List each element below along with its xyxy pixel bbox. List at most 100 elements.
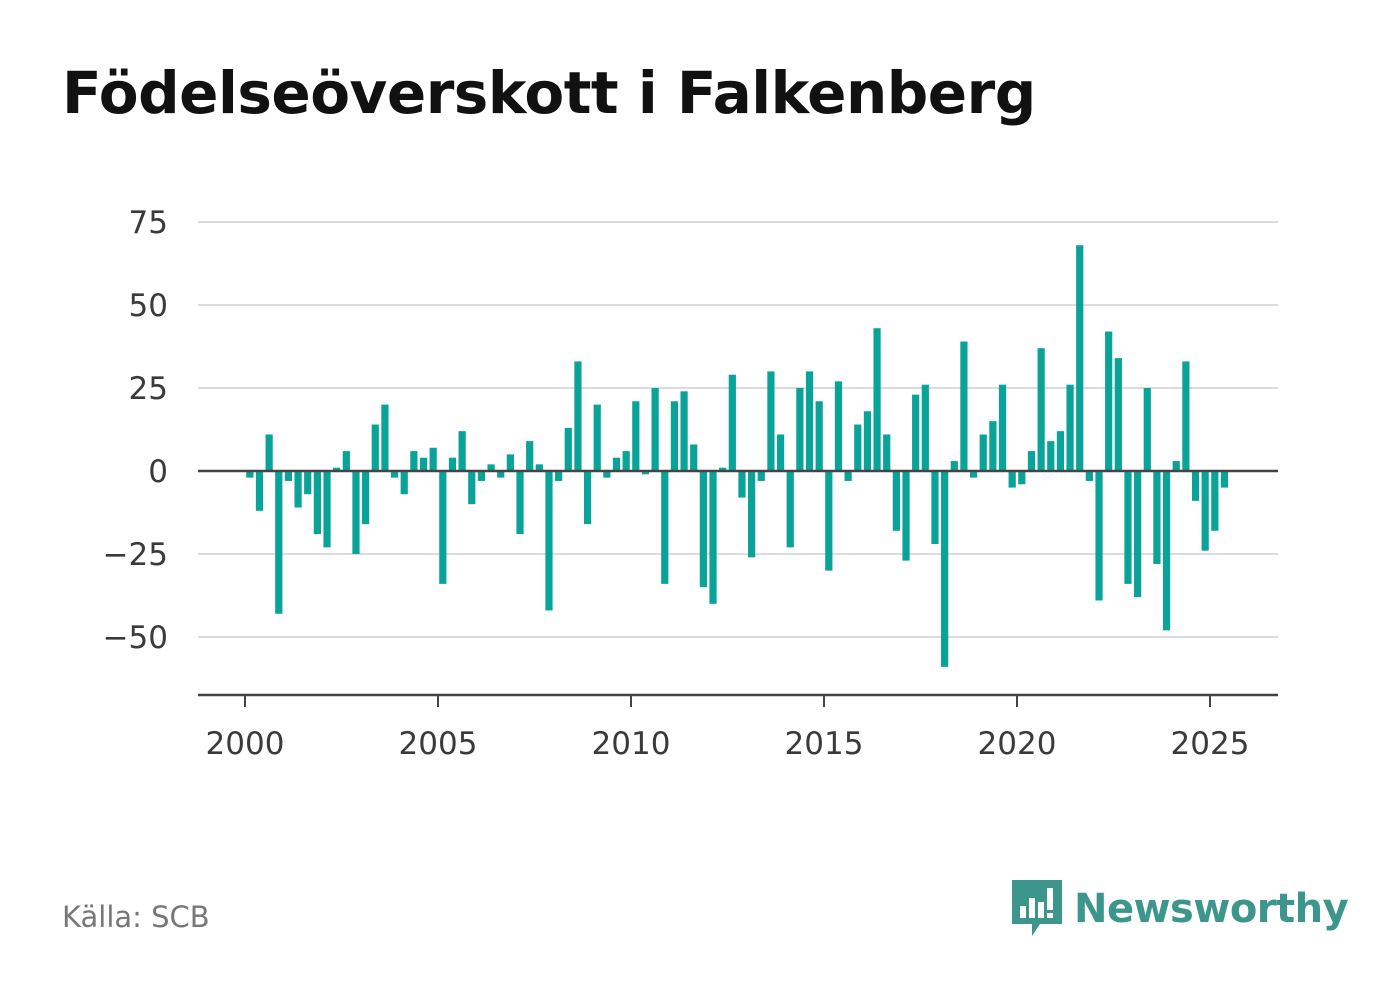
bar bbox=[333, 467, 341, 471]
bar bbox=[641, 471, 650, 475]
axes bbox=[198, 469, 1278, 697]
bar bbox=[1211, 471, 1219, 531]
bar bbox=[448, 457, 457, 471]
bar bbox=[294, 471, 302, 508]
bar bbox=[622, 451, 630, 471]
bar bbox=[1124, 471, 1132, 584]
x-tick-label: 2015 bbox=[785, 726, 864, 762]
bar bbox=[815, 401, 823, 471]
bar bbox=[1105, 331, 1113, 471]
chart-title: Födelseöverskott i Falkenberg bbox=[62, 59, 1036, 127]
bar bbox=[921, 384, 929, 471]
bar bbox=[805, 371, 814, 471]
bar bbox=[960, 341, 968, 471]
bar bbox=[1085, 471, 1093, 481]
bar bbox=[516, 471, 524, 535]
bar bbox=[979, 434, 987, 471]
bar bbox=[699, 471, 707, 588]
bar bbox=[757, 471, 765, 481]
newsworthy-logo-icon bbox=[1012, 880, 1062, 936]
bar bbox=[1153, 471, 1161, 564]
bar bbox=[863, 411, 872, 471]
grid-lines bbox=[198, 221, 1278, 638]
bar bbox=[1182, 361, 1190, 471]
x-tick-labels: 2000 2005 2010 2015 2020 2025 bbox=[206, 695, 1250, 762]
source-note: Källa: SCB bbox=[62, 900, 210, 934]
bar bbox=[1056, 431, 1065, 471]
bar bbox=[883, 434, 891, 471]
bar bbox=[468, 471, 476, 505]
bar bbox=[825, 471, 833, 571]
bars bbox=[246, 245, 1229, 667]
bar bbox=[912, 394, 920, 471]
bar bbox=[342, 451, 350, 471]
bar bbox=[719, 467, 727, 471]
bar bbox=[284, 471, 293, 481]
bar bbox=[632, 401, 640, 471]
bar bbox=[390, 471, 399, 478]
bar bbox=[487, 464, 495, 471]
y-tick-label: 75 bbox=[129, 205, 168, 241]
bar bbox=[989, 421, 997, 471]
bar bbox=[1143, 388, 1151, 471]
bar bbox=[304, 471, 312, 495]
bar bbox=[728, 374, 736, 471]
bar bbox=[1114, 358, 1122, 471]
bar bbox=[844, 471, 852, 481]
bar bbox=[564, 427, 572, 471]
bar bbox=[892, 471, 900, 531]
bar bbox=[603, 471, 611, 478]
x-tick-label: 2000 bbox=[206, 726, 285, 762]
bar bbox=[612, 457, 621, 471]
bar bbox=[651, 388, 659, 471]
bar bbox=[1018, 471, 1026, 485]
brand-logo: Newsworthy bbox=[1010, 878, 1349, 940]
bar bbox=[834, 381, 843, 471]
brand-name: Newsworthy bbox=[1074, 886, 1349, 932]
bar bbox=[902, 471, 910, 561]
bar bbox=[1008, 471, 1016, 488]
bar bbox=[1037, 348, 1045, 471]
bar bbox=[313, 471, 321, 535]
bar bbox=[776, 434, 785, 471]
y-tick-label: 0 bbox=[148, 454, 168, 490]
bar bbox=[497, 471, 505, 478]
bar bbox=[767, 371, 775, 471]
x-tick-label: 2020 bbox=[978, 726, 1057, 762]
bar bbox=[458, 431, 466, 471]
bar bbox=[526, 441, 534, 471]
bar bbox=[400, 471, 408, 495]
bar bbox=[1066, 384, 1074, 471]
bar bbox=[1162, 471, 1171, 631]
x-tick-label: 2025 bbox=[1171, 726, 1250, 762]
bar bbox=[545, 471, 553, 611]
bar bbox=[670, 401, 679, 471]
bar bbox=[477, 471, 486, 481]
bar bbox=[275, 471, 283, 614]
bar bbox=[690, 444, 698, 471]
bar bbox=[1220, 471, 1229, 488]
bar bbox=[429, 447, 437, 471]
bar bbox=[593, 404, 601, 471]
bar bbox=[796, 388, 804, 471]
bar bbox=[748, 471, 756, 558]
bar bbox=[1201, 471, 1209, 551]
bar bbox=[439, 471, 447, 584]
bar bbox=[998, 384, 1007, 471]
bar bbox=[535, 464, 543, 471]
x-tick-label: 2010 bbox=[592, 726, 671, 762]
bar bbox=[574, 361, 582, 471]
y-tick-label: −25 bbox=[103, 537, 168, 573]
bar bbox=[1095, 471, 1103, 601]
bar bbox=[323, 471, 331, 548]
bar bbox=[246, 471, 254, 478]
bar bbox=[1027, 451, 1036, 471]
bar bbox=[555, 471, 563, 481]
bar bbox=[873, 328, 881, 471]
y-tick-labels: 75 50 25 0 −25 −50 bbox=[103, 205, 168, 656]
bar bbox=[969, 471, 978, 478]
bar bbox=[255, 471, 264, 511]
bar bbox=[352, 471, 360, 554]
bar bbox=[941, 471, 949, 667]
y-tick-label: 50 bbox=[129, 288, 168, 324]
